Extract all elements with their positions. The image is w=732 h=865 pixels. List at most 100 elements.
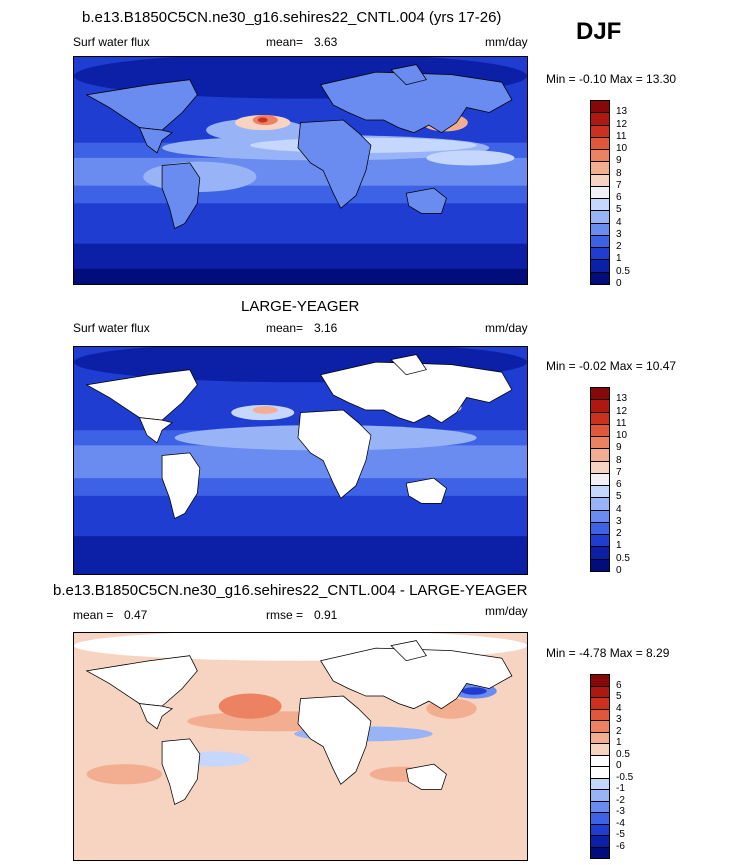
map-svg — [74, 57, 527, 284]
colorbar: 6 5 4 3 2 1 0.5 0 -0.5 -1 -2 -3 -4 -5 -6 — [590, 674, 670, 859]
colorbar-tick-label: 10 — [616, 430, 628, 442]
colorbar-segment — [590, 234, 610, 249]
colorbar-tick-label: 5 — [616, 491, 622, 503]
min-max-label: Min = -4.78 Max = 8.29 — [546, 646, 670, 660]
colorbar-tick-label: 3 — [616, 515, 622, 527]
colorbar-tick-label: 9 — [616, 155, 622, 167]
colorbar-tick-label: 7 — [616, 466, 622, 478]
colorbar-segment — [590, 846, 610, 859]
colorbar-tick-label: 3 — [616, 714, 622, 725]
colorbar-segment — [590, 185, 610, 200]
colorbar-tick-label: 4 — [616, 216, 622, 228]
colorbar-segment — [590, 124, 610, 138]
colorbar-tick-label: 3 — [616, 228, 622, 240]
colorbar-tick-label: 6 — [616, 679, 622, 691]
colorbar-segment — [590, 271, 610, 285]
colorbar-tick-label: 11 — [616, 417, 627, 429]
colorbar-segment — [590, 399, 610, 413]
panel-title: LARGE-YEAGER — [241, 298, 360, 315]
colorbar-segment — [590, 558, 610, 572]
colorbar-tick-label: 2 — [616, 725, 622, 737]
land-layer — [85, 64, 513, 230]
colorbar-segment — [590, 259, 610, 273]
colorbar-tick-label: -1 — [616, 783, 625, 794]
colorbar-tick-label: 8 — [616, 167, 622, 179]
colorbar-segment — [590, 198, 610, 212]
colorbar-tick-label: 5 — [616, 691, 622, 702]
units-label: mm/day — [485, 35, 528, 49]
colorbar-segment — [590, 149, 610, 163]
colorbar-segment — [590, 448, 610, 462]
colorbar-tick-label: 8 — [616, 454, 622, 466]
colorbar-tick-label: 11 — [616, 130, 627, 142]
land-layer — [85, 640, 513, 806]
colorbar-tick-label: 12 — [616, 118, 628, 130]
mean-label: mean = — [73, 608, 114, 622]
colorbar-segment — [590, 100, 610, 114]
world-map — [73, 632, 528, 861]
colorbar-segment — [590, 472, 610, 487]
mean-value: 0.47 — [124, 608, 148, 622]
colorbar-segment — [590, 534, 610, 548]
colorbar-segment — [590, 247, 610, 261]
mean-label: mean= — [266, 35, 304, 49]
colorbar-segment — [590, 546, 610, 560]
colorbar-segment — [590, 136, 610, 151]
mean-label: mean= — [266, 321, 304, 335]
colorbar-segment — [590, 387, 610, 401]
rmse-label: rmse = — [266, 608, 304, 622]
colorbar: 13 12 11 10 9 8 7 6 5 4 3 2 1 0.5 0 — [590, 387, 670, 576]
mean-value: 3.16 — [314, 321, 338, 335]
colorbar-tick-label: 13 — [616, 106, 628, 118]
colorbar-tick-label: 9 — [616, 442, 622, 454]
colorbar-tick-label: 0.5 — [616, 552, 630, 564]
min-max-label: Min = -0.10 Max = 13.30 — [546, 72, 677, 86]
colorbar-tick-label: 5 — [616, 204, 622, 216]
variable-label: Surf water flux — [73, 321, 150, 335]
map-svg — [74, 347, 527, 574]
colorbar-segment — [590, 112, 610, 126]
colorbar-segment — [590, 497, 610, 511]
colorbar-segment — [590, 521, 610, 536]
colorbar-segment — [590, 210, 610, 224]
colorbar-segment — [590, 411, 610, 425]
colorbar-tick-label: 6 — [616, 479, 622, 491]
colorbar-segment — [590, 460, 610, 474]
colorbar-tick-label: 1 — [616, 540, 622, 552]
map-svg — [74, 633, 527, 860]
world-map — [73, 56, 528, 285]
variable-label: Surf water flux — [73, 35, 150, 49]
rmse-value: 0.91 — [314, 608, 338, 622]
panel-title: b.e13.B1850C5CN.ne30_g16.sehires22_CNTL.… — [53, 582, 528, 599]
land-layer — [85, 354, 513, 520]
colorbar-tick-label: -2 — [616, 794, 625, 806]
units-label: mm/day — [485, 604, 528, 618]
colorbar-segment — [590, 173, 610, 187]
colorbar-tick-label: 4 — [616, 702, 622, 714]
colorbar-tick-label: 0.5 — [616, 748, 630, 760]
colorbar-tick-label: 7 — [616, 179, 622, 191]
colorbar-tick-label: 12 — [616, 405, 628, 417]
colorbar-tick-label: 2 — [616, 241, 622, 253]
colorbar-segment — [590, 161, 610, 175]
min-max-label: Min = -0.02 Max = 10.47 — [546, 359, 677, 373]
colorbar-tick-label: 6 — [616, 192, 622, 204]
colorbar-segment — [590, 485, 610, 499]
mean-value: 3.63 — [314, 35, 338, 49]
colorbar-tick-label: 4 — [616, 503, 622, 515]
season-label: DJF — [576, 18, 622, 45]
colorbar-segment — [590, 509, 610, 523]
colorbar: 13 12 11 10 9 8 7 6 5 4 3 2 1 0.5 0 — [590, 100, 670, 289]
world-map — [73, 346, 528, 575]
colorbar-tick-label: 13 — [616, 393, 628, 405]
colorbar-tick-label: 1 — [616, 253, 622, 265]
colorbar-segment — [590, 423, 610, 438]
colorbar-tick-label: 0 — [616, 760, 622, 771]
colorbar-tick-label: -5 — [616, 829, 625, 840]
colorbar-tick-label: 10 — [616, 143, 628, 155]
colorbar-tick-label: 1 — [616, 737, 622, 748]
colorbar-segment — [590, 222, 610, 236]
colorbar-tick-label: 0 — [616, 565, 622, 576]
colorbar-tick-label: 2 — [616, 528, 622, 540]
panel-title: b.e13.B1850C5CN.ne30_g16.sehires22_CNTL.… — [82, 9, 502, 26]
